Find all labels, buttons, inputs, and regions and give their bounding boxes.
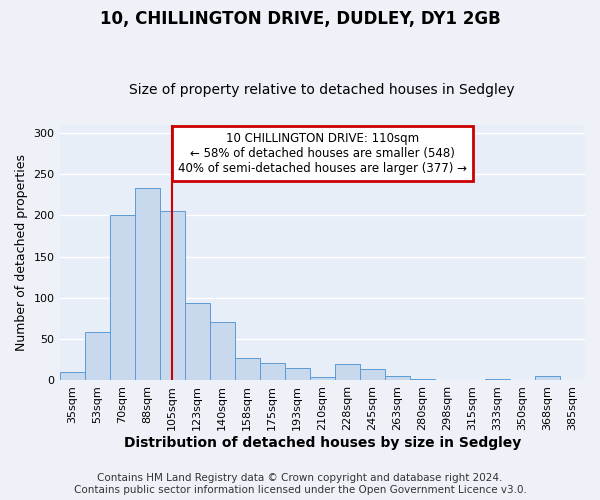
Bar bbox=[59, 372, 85, 380]
Bar bbox=[335, 364, 360, 380]
Bar bbox=[485, 379, 510, 380]
Bar bbox=[410, 379, 435, 380]
Bar bbox=[209, 322, 235, 380]
Bar bbox=[235, 358, 260, 380]
Bar bbox=[260, 363, 285, 380]
Text: 10 CHILLINGTON DRIVE: 110sqm
← 58% of detached houses are smaller (548)
40% of s: 10 CHILLINGTON DRIVE: 110sqm ← 58% of de… bbox=[178, 132, 467, 175]
X-axis label: Distribution of detached houses by size in Sedgley: Distribution of detached houses by size … bbox=[124, 436, 521, 450]
Bar bbox=[110, 216, 134, 380]
Bar bbox=[134, 188, 160, 380]
Bar bbox=[310, 377, 335, 380]
Bar bbox=[85, 332, 110, 380]
Title: Size of property relative to detached houses in Sedgley: Size of property relative to detached ho… bbox=[130, 83, 515, 97]
Bar bbox=[185, 303, 209, 380]
Bar bbox=[360, 369, 385, 380]
Bar bbox=[285, 368, 310, 380]
Text: Contains HM Land Registry data © Crown copyright and database right 2024.
Contai: Contains HM Land Registry data © Crown c… bbox=[74, 474, 526, 495]
Y-axis label: Number of detached properties: Number of detached properties bbox=[15, 154, 28, 351]
Bar bbox=[535, 376, 560, 380]
Bar bbox=[160, 211, 185, 380]
Text: 10, CHILLINGTON DRIVE, DUDLEY, DY1 2GB: 10, CHILLINGTON DRIVE, DUDLEY, DY1 2GB bbox=[100, 10, 500, 28]
Bar bbox=[385, 376, 410, 380]
